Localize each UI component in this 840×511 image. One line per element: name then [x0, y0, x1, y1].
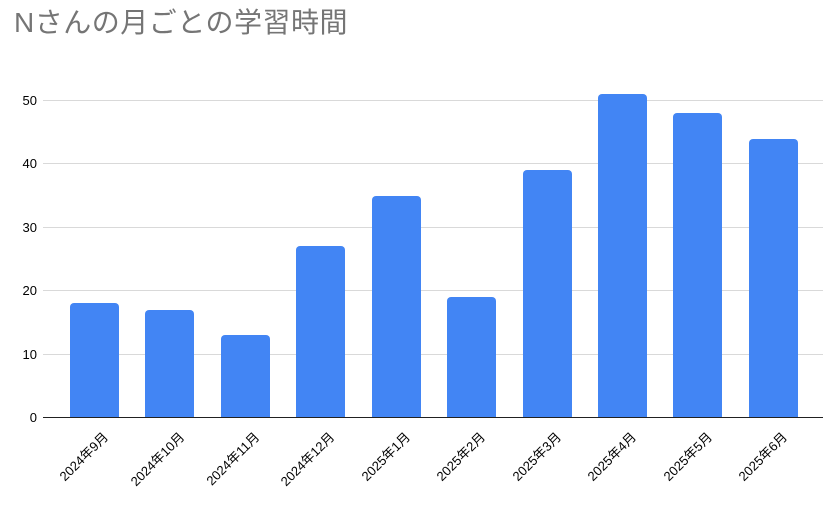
x-axis-tick-label: 2024年10月	[127, 429, 187, 489]
x-axis-baseline	[43, 417, 823, 418]
bar	[296, 246, 346, 418]
chart-title: Nさんの月ごとの学習時間	[14, 7, 348, 38]
x-axis-tick-label: 2025年6月	[735, 429, 791, 484]
gridline	[43, 226, 823, 228]
gridline	[43, 100, 823, 102]
y-axis-tick-label: 50	[22, 93, 37, 109]
y-axis-tick-label: 0	[29, 410, 37, 425]
bar	[70, 303, 119, 418]
bar	[220, 335, 270, 418]
y-axis-tick-label: 20	[22, 283, 37, 299]
x-axis-tick-label: 2024年9月	[56, 429, 112, 484]
bar	[748, 138, 798, 418]
bar	[371, 195, 421, 418]
x-axis-tick-label: 2025年2月	[433, 429, 489, 484]
bar	[673, 113, 723, 418]
y-axis-tick-label: 30	[22, 219, 37, 235]
x-axis-tick-label: 2025年4月	[584, 429, 640, 484]
bar	[145, 309, 195, 418]
gridline	[43, 290, 823, 292]
gridline	[43, 353, 823, 355]
x-axis-tick-label: 2024年11月	[203, 429, 263, 489]
x-axis-tick-label: 2025年1月	[358, 429, 414, 484]
bar	[447, 297, 497, 418]
x-axis-tick-label: 2025年3月	[509, 429, 564, 484]
x-axis-tick-label: 2025年5月	[660, 429, 715, 484]
y-axis-tick-label: 40	[22, 156, 37, 172]
bar	[522, 170, 572, 418]
bar	[597, 94, 647, 418]
x-axis-tick-label: 2024年12月	[277, 429, 338, 489]
gridline	[43, 163, 823, 165]
y-axis-tick-label: 10	[22, 346, 37, 362]
